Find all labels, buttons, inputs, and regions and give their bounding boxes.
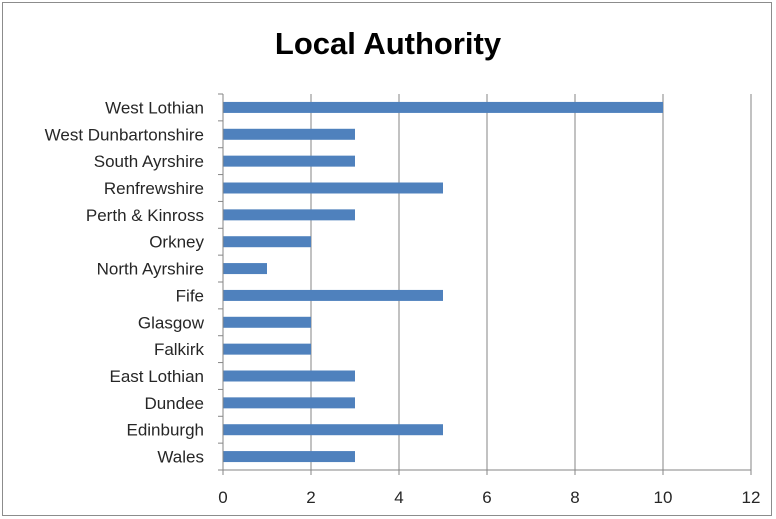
x-tick-label: 2 (306, 488, 315, 507)
bars (223, 101, 663, 463)
category-label: East Lothian (109, 367, 204, 386)
bar-renfrewshire (223, 182, 443, 194)
category-label: Fife (176, 286, 204, 305)
x-tick-label: 8 (570, 488, 579, 507)
x-tick-label: 6 (482, 488, 491, 507)
bar-glasgow (223, 316, 311, 328)
x-tick-label: 10 (654, 488, 673, 507)
bar-edinburgh (223, 424, 443, 436)
category-label: South Ayrshire (94, 152, 204, 171)
chart-title: Local Authority (274, 26, 502, 61)
category-label: Renfrewshire (104, 179, 204, 198)
x-tick-label: 12 (742, 488, 761, 507)
bar-dundee (223, 397, 355, 409)
category-label: Wales (157, 448, 204, 467)
bar-west-dunbartonshire (223, 128, 355, 140)
category-label: North Ayrshire (97, 260, 204, 279)
bar-south-ayrshire (223, 155, 355, 167)
bar-orkney (223, 236, 311, 248)
category-label: West Dunbartonshire (45, 125, 204, 144)
category-label: Glasgow (138, 313, 205, 332)
gridlines (310, 94, 752, 470)
bar-north-ayrshire (223, 263, 267, 275)
category-label: Orkney (149, 233, 204, 252)
bar-fife (223, 289, 443, 301)
category-label: Falkirk (154, 340, 205, 359)
category-label: Perth & Kinross (86, 206, 204, 225)
bar-west-lothian (223, 101, 663, 113)
x-tick-label: 4 (394, 488, 403, 507)
category-label: West Lothian (105, 98, 204, 117)
bar-falkirk (223, 343, 311, 355)
bar-east-lothian (223, 370, 355, 382)
category-labels: West Lothian West Dunbartonshire South Ayr… (45, 98, 205, 466)
bar-wales (223, 451, 355, 463)
category-label: Edinburgh (126, 421, 204, 440)
axes (218, 93, 752, 475)
x-tick-label: 0 (218, 488, 227, 507)
tick-labels: 0 2 4 6 8 10 12 (218, 488, 760, 507)
category-label: Dundee (144, 394, 204, 413)
bar-perth-kinross (223, 209, 355, 221)
